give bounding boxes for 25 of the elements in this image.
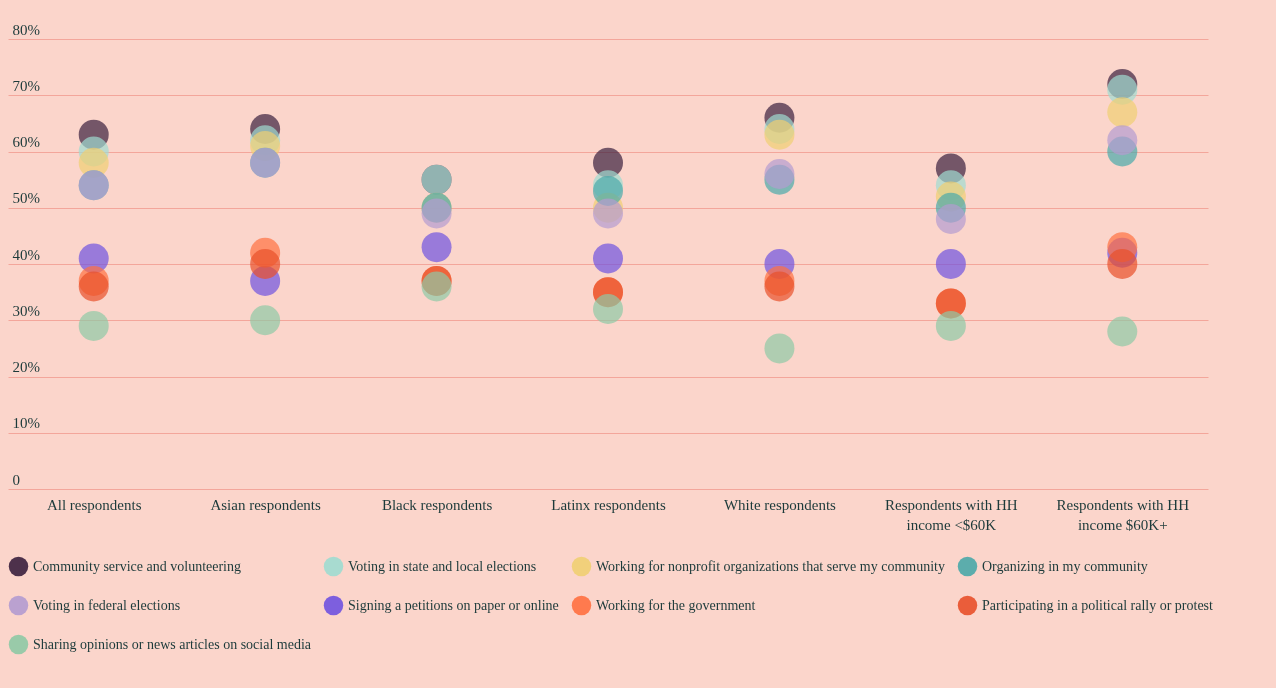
legend-label: Voting in state and local elections: [348, 558, 537, 574]
legend-label: Working for the government: [596, 597, 756, 613]
x-tick-label: Respondents with HH income $60K+: [1056, 496, 1190, 533]
legend-label: Voting in federal elections: [33, 597, 181, 613]
y-tick-label: 50%: [12, 190, 40, 207]
legend-label: Signing a petitions on paper or online: [348, 597, 559, 613]
y-tick-label: 80%: [12, 21, 40, 38]
x-tick-label: Latinx respondents: [551, 496, 666, 513]
y-tick-label: 60%: [12, 134, 40, 150]
y-tick-label: 0: [12, 471, 20, 488]
x-tick-label: White respondents: [723, 496, 837, 513]
legend-label: Organizing in my community: [982, 558, 1148, 574]
legend-label: Sharing opinions or news articles on social media: [33, 636, 312, 652]
x-tick-label: Black respondents: [381, 496, 493, 513]
y-tick-label: 10%: [12, 415, 40, 432]
legend-label: Working for nonprofit organizations that serve my community: [596, 558, 945, 574]
y-tick-label: 40%: [12, 246, 40, 263]
x-tick-label: All respondents: [46, 496, 142, 513]
legend-label: Participating in a political rally or protest: [982, 597, 1214, 613]
y-tick-label: 20%: [12, 359, 40, 375]
y-tick-label: 30%: [12, 302, 40, 319]
y-tick-label: 70%: [12, 77, 40, 94]
x-tick-label: Asian respondents: [210, 496, 321, 513]
x-tick-label: Respondents with HH income <$60K: [885, 496, 1018, 533]
legend-label: Community service and volunteering: [33, 558, 242, 574]
